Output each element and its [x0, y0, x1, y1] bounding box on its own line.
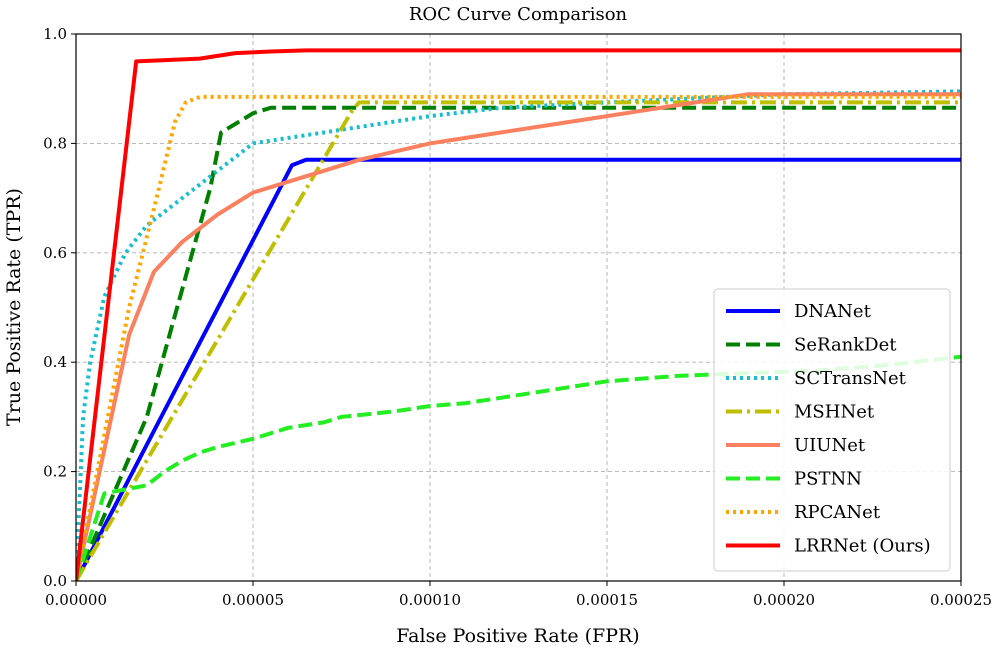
y-tick-label: 0.6: [43, 244, 67, 262]
y-axis-label: True Positive Rate (TPR): [3, 188, 25, 426]
series-line-sctransnet: [76, 89, 961, 581]
legend-label: LRRNet (Ours): [794, 536, 931, 557]
x-tick-label: 0.00025: [930, 591, 992, 609]
series-line-dnanet: [76, 157, 961, 581]
x-tick-label: 0.00015: [576, 591, 638, 609]
y-tick-label: 0.0: [43, 572, 67, 590]
series-line-lrrnet-ours: [76, 48, 961, 581]
y-tick-label: 0.4: [43, 353, 67, 371]
x-tick-label: 0.00000: [45, 591, 107, 609]
legend-label: RPCANet: [794, 502, 881, 523]
y-tick-label: 1.0: [43, 25, 67, 43]
y-tick-label: 0.8: [43, 134, 67, 152]
series-line-uiunet: [76, 92, 961, 581]
series-line-mshnet: [76, 100, 961, 581]
series-line-pstnn: [76, 354, 961, 581]
y-tick-label: 0.2: [43, 463, 67, 481]
x-tick-label: 0.00005: [222, 591, 284, 609]
legend-label: MSHNet: [794, 402, 875, 423]
x-axis-label: False Positive Rate (FPR): [396, 625, 639, 647]
legend-label: DNANet: [794, 301, 872, 322]
axis-ticks: 0.00000 0.00005 0.00010 0.00015 0.00020 0.000…: [43, 25, 992, 609]
legend-label: UIUNet: [794, 435, 866, 456]
legend-box: [713, 288, 951, 572]
legend: DNANet SeRankDet SCTransNet MSHNet UIUNet PST…: [713, 288, 951, 572]
grid-lines: [76, 34, 961, 581]
chart-title: ROC Curve Comparison: [409, 4, 628, 25]
x-tick-label: 0.00020: [753, 591, 815, 609]
series-lines: [76, 48, 961, 581]
series-line-rpcanet: [76, 94, 961, 581]
plot-frame: [75, 33, 962, 582]
legend-label: SCTransNet: [794, 368, 907, 389]
legend-label: PSTNN: [794, 469, 862, 490]
x-tick-label: 0.00010: [399, 591, 461, 609]
legend-label: SeRankDet: [794, 335, 897, 356]
series-line-serankdet: [76, 105, 961, 581]
